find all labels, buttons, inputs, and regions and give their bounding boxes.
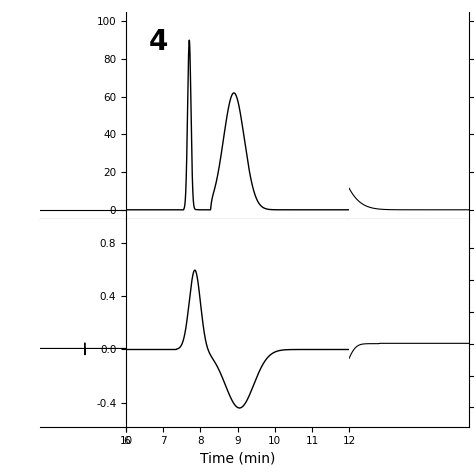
X-axis label: Time (min): Time (min) xyxy=(200,452,275,466)
Text: 4: 4 xyxy=(148,28,168,56)
